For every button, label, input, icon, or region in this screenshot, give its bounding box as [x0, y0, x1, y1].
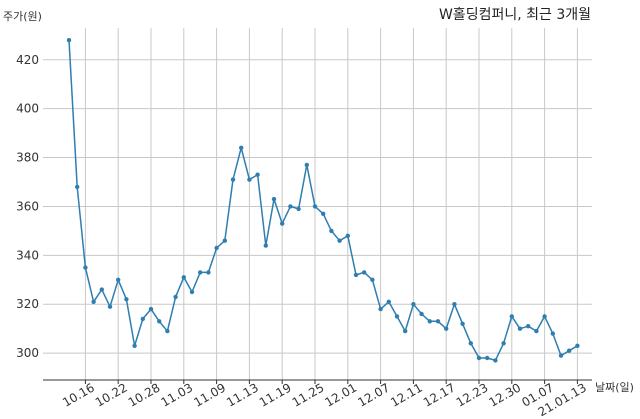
data-point	[403, 328, 408, 334]
data-point	[378, 306, 383, 312]
data-point	[83, 265, 88, 270]
y-axis-label: 주가(원)	[3, 10, 42, 23]
data-point	[386, 299, 391, 304]
y-tick-label: 400	[16, 102, 39, 116]
data-point	[255, 172, 260, 177]
data-point	[452, 302, 457, 307]
data-point	[370, 277, 375, 282]
data-point	[411, 302, 416, 307]
data-point	[239, 145, 244, 150]
data-point	[66, 38, 72, 43]
data-point	[444, 326, 449, 331]
data-point	[550, 331, 555, 336]
data-point	[345, 233, 350, 238]
data-point	[575, 343, 580, 348]
data-point	[198, 270, 203, 275]
y-tick-label: 340	[16, 248, 39, 262]
data-point	[206, 270, 211, 275]
data-point	[558, 353, 564, 358]
data-point	[263, 243, 268, 248]
data-point	[567, 348, 572, 353]
data-point	[157, 319, 162, 324]
x-tick-label: 12.30	[487, 380, 524, 409]
data-point	[517, 326, 523, 331]
x-tick-label: 10.28	[126, 380, 163, 409]
series-line-path	[68, 40, 578, 362]
x-tick-label: 11.09	[191, 380, 228, 409]
data-point	[534, 328, 539, 334]
data-point	[296, 206, 301, 212]
data-point	[230, 177, 236, 182]
data-point	[353, 272, 359, 278]
y-tick-label: 320	[16, 297, 39, 311]
y-tick-label: 360	[16, 199, 39, 213]
data-point	[321, 211, 326, 216]
x-tick-label: 11.03	[159, 380, 196, 409]
x-tick-label: 12.23	[454, 380, 491, 409]
data-point	[75, 184, 80, 190]
data-point	[140, 316, 145, 322]
data-point	[189, 289, 195, 295]
y-tick-labels: 300 320 340 360 380 400 420	[16, 53, 39, 360]
y-tick-label: 380	[16, 151, 39, 165]
data-point	[148, 306, 154, 312]
x-tick-label: 12.11	[388, 380, 425, 409]
data-point	[501, 341, 506, 346]
data-point	[288, 204, 293, 209]
y-tick-label: 420	[16, 53, 39, 67]
axes	[43, 379, 592, 384]
data-point	[99, 287, 105, 292]
data-point	[435, 319, 441, 324]
x-tick-label: 11.19	[257, 380, 294, 409]
data-point	[419, 311, 424, 317]
data-point	[165, 328, 170, 334]
data-point	[362, 270, 367, 275]
chart-title: W홀딩컴퍼니, 최근 3개월	[439, 7, 591, 23]
x-tick-label: 12.17	[421, 380, 458, 409]
grid	[43, 28, 592, 380]
data-point	[460, 321, 465, 326]
data-point	[329, 228, 334, 234]
data-point	[116, 277, 121, 282]
x-tick-labels: 10.1610.2210.2811.0311.0911.1311.1911.25…	[60, 380, 589, 419]
data-point	[312, 204, 318, 209]
data-point	[124, 297, 129, 302]
x-tick-label: 12.07	[355, 380, 392, 409]
data-point	[280, 221, 285, 226]
series-line	[68, 40, 578, 362]
data-point	[476, 355, 482, 361]
y-tick-label: 300	[16, 346, 39, 360]
data-point	[247, 177, 252, 182]
data-points	[66, 38, 580, 363]
data-point	[304, 162, 309, 168]
x-tick-label: 10.16	[60, 380, 97, 409]
data-point	[526, 324, 531, 329]
data-point	[485, 355, 490, 361]
x-axis-label: 날짜(일)	[595, 380, 634, 394]
data-point	[214, 245, 219, 251]
data-point	[493, 358, 498, 363]
data-point	[542, 314, 547, 319]
data-point	[468, 341, 473, 346]
data-point	[181, 275, 186, 280]
data-point	[107, 304, 113, 309]
x-tick-label: 12.01	[323, 380, 360, 409]
data-point	[394, 314, 400, 319]
data-point	[132, 343, 137, 348]
data-point	[91, 299, 96, 304]
data-point	[222, 238, 227, 243]
x-tick-label: 10.22	[93, 380, 130, 409]
data-point	[427, 319, 432, 324]
data-point	[173, 294, 178, 300]
data-point	[271, 196, 277, 202]
x-tick-label: 11.25	[290, 380, 327, 409]
x-tick-label: 11.13	[224, 380, 261, 409]
data-point	[509, 314, 514, 319]
data-point	[337, 238, 342, 243]
